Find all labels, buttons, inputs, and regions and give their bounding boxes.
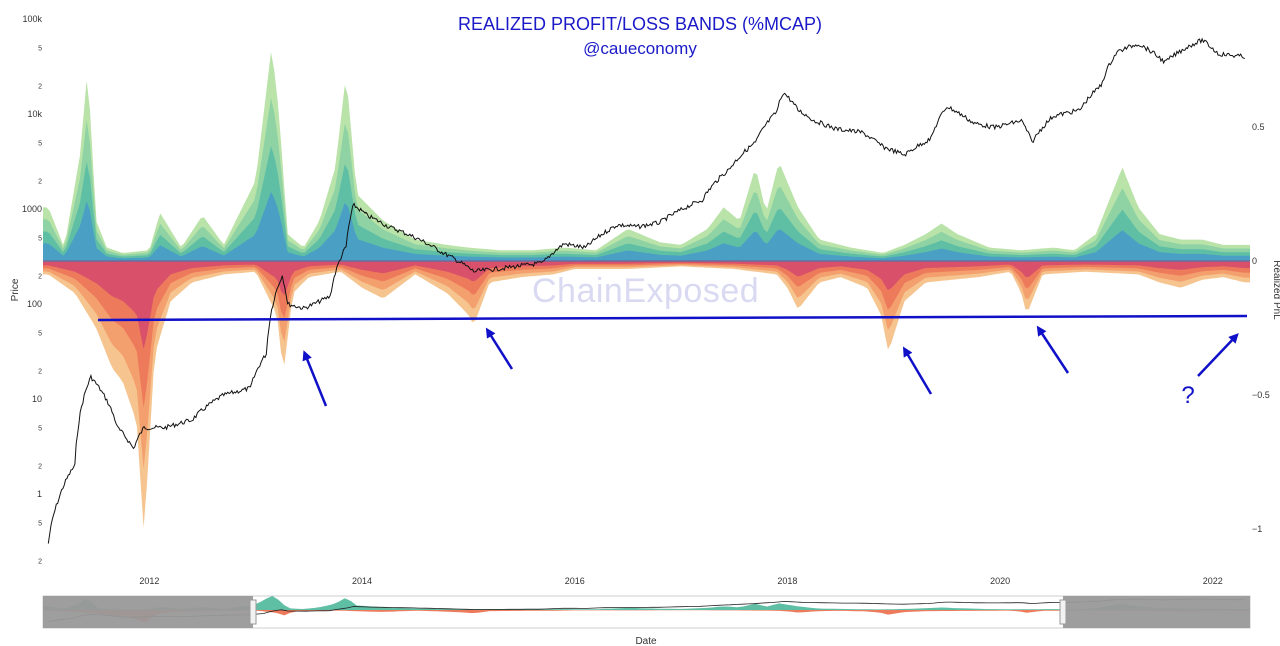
y-axis-label-right: Realized PnL bbox=[1271, 260, 1280, 320]
annotation-arrow-1 bbox=[302, 350, 328, 407]
left-tick-label: 2 bbox=[38, 273, 42, 280]
left-tick-label: 2 bbox=[38, 178, 42, 185]
left-tick-label: 100 bbox=[27, 299, 42, 309]
left-tick-label: 5 bbox=[38, 46, 42, 53]
left-tick-label: 10 bbox=[32, 394, 42, 404]
annotation-arrow-2 bbox=[485, 327, 514, 370]
right-tick-label: −0.5 bbox=[1252, 390, 1270, 400]
x-axis-label: Date bbox=[635, 636, 657, 646]
navigator-handle-left[interactable] bbox=[249, 599, 257, 625]
x-tick-label: 2012 bbox=[139, 576, 159, 586]
navigator-mask-right bbox=[1063, 596, 1250, 628]
price-series-line bbox=[47, 37, 1245, 544]
range-navigator[interactable] bbox=[42, 595, 1251, 629]
left-tick-label: 100k bbox=[22, 14, 42, 24]
left-tick-label: 5 bbox=[38, 331, 42, 338]
annotation-arrow-4 bbox=[1036, 325, 1070, 374]
annotation-arrow-5 bbox=[1197, 333, 1239, 377]
chart-title: REALIZED PROFIT/LOSS BANDS (%MCAP) bbox=[457, 14, 823, 34]
navigator-handle-right[interactable] bbox=[1059, 599, 1067, 625]
left-axis-ticks: 100k 5 2 10k 5 2 1000 5 2 100 5 2 10 5 2 1 5 2 bbox=[22, 14, 43, 565]
question-mark: ? bbox=[1181, 382, 1194, 409]
x-axis-ticks: 2012 2014 2016 2018 2020 2022 bbox=[139, 576, 1222, 586]
left-tick-label: 5 bbox=[38, 236, 42, 243]
support-level-line bbox=[97, 314, 1248, 322]
left-tick-label: 2 bbox=[38, 83, 42, 90]
left-tick-label: 5 bbox=[38, 141, 42, 148]
profit-band-2 bbox=[43, 98, 1250, 261]
x-tick-label: 2018 bbox=[777, 576, 797, 586]
profit-band-1 bbox=[43, 52, 1250, 261]
right-tick-label: 0.5 bbox=[1252, 122, 1265, 132]
right-tick-label: −1 bbox=[1252, 524, 1262, 534]
left-tick-label: 10k bbox=[27, 109, 42, 119]
left-tick-label: 2 bbox=[38, 463, 42, 470]
price-line bbox=[47, 37, 1245, 544]
chart-subtitle: @caueconomy bbox=[583, 39, 697, 58]
loss-band-4 bbox=[43, 261, 1250, 349]
watermark: ChainExposed bbox=[532, 272, 760, 310]
left-tick-label: 5 bbox=[38, 521, 42, 528]
navigator-profit-area bbox=[43, 596, 1250, 610]
x-tick-label: 2022 bbox=[1203, 576, 1223, 586]
annotation-arrows bbox=[302, 325, 1239, 407]
right-axis-ticks: 0.5 0 −0.5 −1 bbox=[1252, 122, 1270, 534]
support-line bbox=[97, 314, 1248, 322]
left-tick-label: 1 bbox=[37, 489, 42, 499]
navigator-mask-left bbox=[43, 596, 253, 628]
pnl-bands bbox=[43, 52, 1250, 528]
annotation-arrow-3 bbox=[902, 346, 933, 395]
right-tick-label: 0 bbox=[1252, 256, 1257, 266]
x-tick-label: 2014 bbox=[352, 576, 372, 586]
x-tick-label: 2016 bbox=[565, 576, 585, 586]
left-tick-label: 1000 bbox=[22, 204, 42, 214]
y-axis-label-left: Price bbox=[10, 278, 21, 301]
left-tick-label: 2 bbox=[38, 368, 42, 375]
left-tick-label: 5 bbox=[38, 426, 42, 433]
x-tick-label: 2020 bbox=[990, 576, 1010, 586]
left-tick-label: 2 bbox=[38, 558, 42, 565]
profit-band-4 bbox=[43, 192, 1250, 261]
